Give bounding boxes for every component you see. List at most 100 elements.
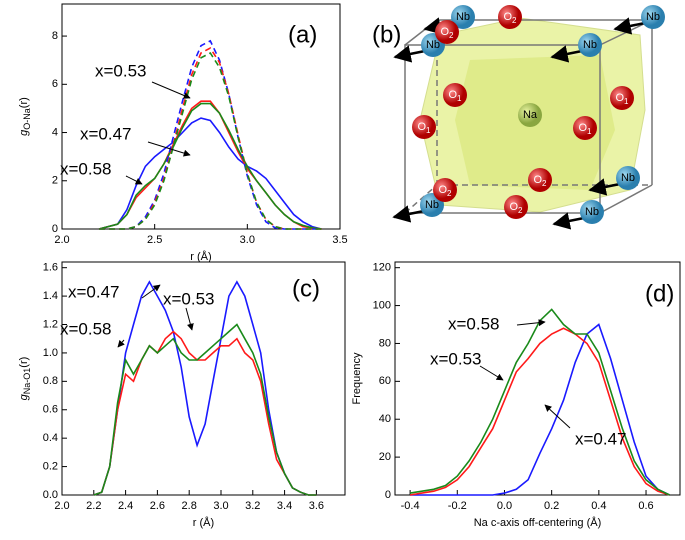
atom-element: O xyxy=(503,11,512,23)
cube-front xyxy=(404,44,601,214)
x-axis-label: r (Å) xyxy=(193,516,214,529)
atom-element: Na xyxy=(523,109,538,121)
annotation-arrow xyxy=(151,81,191,99)
atom-subscript: 2 xyxy=(449,31,454,40)
annotation-arrow xyxy=(544,404,571,429)
label-part: (r) xyxy=(18,97,30,108)
x-tick-label: 2.8 xyxy=(182,500,197,512)
x-tick-label: -0.2 xyxy=(448,500,467,512)
y-tick-label: 0 xyxy=(385,489,391,501)
atom xyxy=(451,5,475,29)
series-line xyxy=(410,323,670,496)
y-tick-label: 4 xyxy=(52,126,58,138)
x-tick-label: 0.2 xyxy=(544,500,559,512)
atom-label: O2 xyxy=(438,184,452,198)
displacement-arrow xyxy=(588,178,621,196)
annotation: x=0.58 xyxy=(60,159,112,178)
plot-frame xyxy=(61,3,341,230)
y-axis-label: gNa-O1(r) xyxy=(18,357,32,401)
y-tick-label: 20 xyxy=(379,451,391,463)
displacement-arrow xyxy=(393,45,426,63)
x-tick-label: 3.2 xyxy=(245,500,260,512)
atom-subscript: 2 xyxy=(518,206,523,215)
panel-label: (d) xyxy=(645,280,674,307)
atom xyxy=(573,116,597,140)
label-part: O-Na xyxy=(22,108,32,130)
atom-subscript: 2 xyxy=(542,179,547,188)
atom-element: O xyxy=(440,26,449,38)
atom xyxy=(518,103,542,127)
atom-element: O xyxy=(417,121,426,133)
atom-subscript: 1 xyxy=(587,127,592,136)
atom-subscript: 1 xyxy=(624,97,629,106)
y-tick-label: 8 xyxy=(52,30,58,42)
y-tick-label: 0.8 xyxy=(43,375,58,387)
series-line xyxy=(93,323,317,496)
x-axis-label: Na c-axis off-centering (Å) xyxy=(474,516,602,529)
x-tick-label: 2.5 xyxy=(147,234,162,246)
atom xyxy=(504,195,528,219)
series-line xyxy=(98,102,322,230)
y-tick-label: 100 xyxy=(373,299,391,311)
plot-frame xyxy=(394,261,681,496)
atom xyxy=(528,168,552,192)
displacement-arrow xyxy=(550,45,583,63)
y-tick-label: 80 xyxy=(379,337,391,349)
y-tick-label: 0.0 xyxy=(43,489,58,501)
atom-label: Nb xyxy=(583,39,597,51)
atom xyxy=(443,83,467,107)
y-axis-label: Frequency xyxy=(351,352,363,404)
x-tick-label: 0.0 xyxy=(497,500,512,512)
x-tick-label: 3.5 xyxy=(332,234,347,246)
atom-element: Nb xyxy=(426,39,440,51)
atom-subscript: 2 xyxy=(447,189,452,198)
x-tick-label: 0.4 xyxy=(591,500,606,512)
annotation-arrow xyxy=(185,307,194,331)
x-tick-label: 2.2 xyxy=(86,500,101,512)
series-line xyxy=(99,51,322,230)
annotation: x=0.58 xyxy=(448,314,500,333)
x-tick-label: 3.0 xyxy=(213,500,228,512)
atom xyxy=(435,20,459,44)
atom-label: Na xyxy=(523,109,538,121)
label-part: Na-O1 xyxy=(22,368,32,395)
series-line xyxy=(98,117,322,230)
atom-element: Nb xyxy=(583,39,597,51)
annotation: x=0.53 xyxy=(430,349,482,368)
atom-label: O2 xyxy=(533,174,547,188)
series-line xyxy=(409,327,670,496)
atom-label: O2 xyxy=(440,26,454,40)
x-tick-label: 0.6 xyxy=(638,500,653,512)
atom-element: O xyxy=(438,184,447,196)
annotation: x=0.53 xyxy=(95,61,147,80)
y-tick-label: 1.6 xyxy=(43,262,58,274)
atom-element: Nb xyxy=(425,199,439,211)
atom xyxy=(641,5,665,29)
x-axis-label: r (Å) xyxy=(190,250,211,263)
atom-label: Nb xyxy=(646,11,660,23)
series-line xyxy=(93,330,317,496)
atom-element: O xyxy=(509,201,518,213)
atom xyxy=(616,166,640,190)
x-tick-label: 2.4 xyxy=(118,500,133,512)
y-tick-label: 0.4 xyxy=(43,432,58,444)
y-tick-label: 6 xyxy=(52,78,58,90)
atom-element: Nb xyxy=(456,11,470,23)
plot-frame xyxy=(61,261,346,496)
y-tick-label: 120 xyxy=(373,262,391,274)
panel-label: (c) xyxy=(292,275,320,302)
displacement-arrow xyxy=(552,212,585,230)
displacement-arrow xyxy=(613,17,646,35)
atom-element: Nb xyxy=(621,172,635,184)
y-tick-label: 1.4 xyxy=(43,290,58,302)
annotation-arrow xyxy=(516,319,546,327)
y-tick-label: 60 xyxy=(379,375,391,387)
y-tick-label: 0.6 xyxy=(43,404,58,416)
atom-element: O xyxy=(615,92,624,104)
y-tick-label: 1.0 xyxy=(43,347,58,359)
atom xyxy=(498,5,522,29)
label-part: (r) xyxy=(18,357,30,368)
y-tick-label: 2 xyxy=(52,175,58,187)
atom-label: O2 xyxy=(503,11,517,25)
